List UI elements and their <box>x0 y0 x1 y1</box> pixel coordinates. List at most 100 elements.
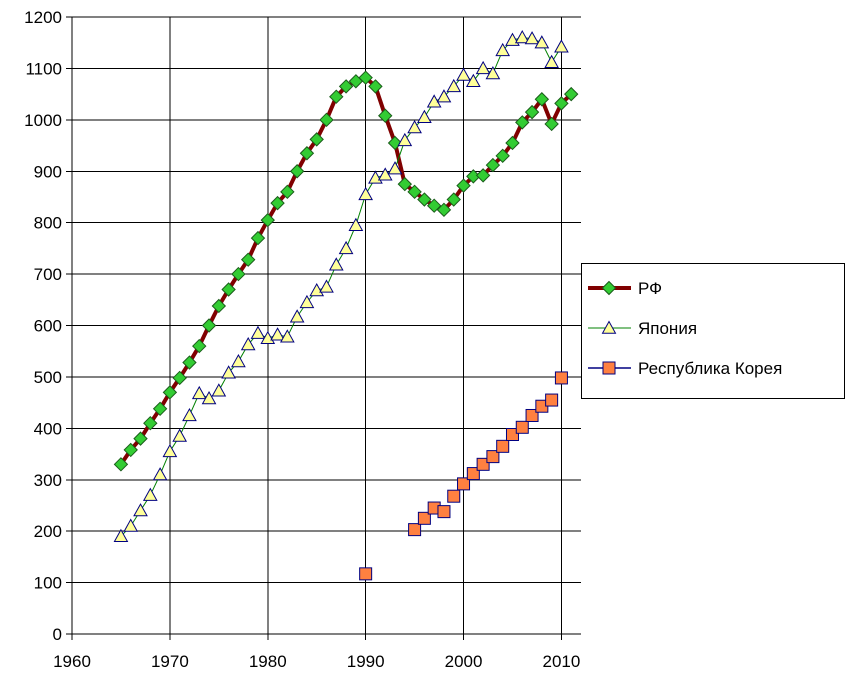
data-point <box>407 184 422 200</box>
series-layer <box>113 30 579 581</box>
data-point <box>152 467 168 481</box>
legend-swatch-marker <box>601 320 617 334</box>
y-tick-label: 0 <box>53 625 62 644</box>
data-point <box>319 112 334 128</box>
data-point <box>319 279 334 293</box>
data-point <box>387 161 403 175</box>
x-tick-label: 2010 <box>543 652 581 671</box>
data-point <box>436 202 452 218</box>
data-point <box>133 503 148 517</box>
data-point <box>534 35 550 49</box>
data-point <box>544 54 559 68</box>
data-point <box>534 92 550 107</box>
data-point <box>378 108 393 123</box>
data-point <box>514 30 530 44</box>
data-point <box>515 420 529 434</box>
data-point <box>123 442 138 458</box>
y-tick-label: 200 <box>34 522 62 541</box>
legend-box <box>581 263 845 399</box>
data-point <box>524 104 540 120</box>
data-point <box>113 457 129 472</box>
data-point <box>162 385 178 400</box>
data-point <box>368 79 383 94</box>
x-tick-label: 1970 <box>151 652 189 671</box>
data-point <box>437 505 451 519</box>
y-tick-label: 800 <box>34 214 62 233</box>
data-point <box>299 294 315 309</box>
data-point <box>221 282 236 297</box>
data-point <box>554 39 569 53</box>
data-point <box>408 523 422 537</box>
data-point <box>397 132 413 147</box>
data-point <box>309 283 325 297</box>
data-point <box>260 212 275 228</box>
series-1 <box>113 70 579 472</box>
data-point <box>495 42 511 57</box>
data-point <box>182 407 197 422</box>
data-point <box>495 148 510 164</box>
data-point <box>280 184 295 200</box>
data-point <box>457 477 471 491</box>
data-point <box>466 467 480 481</box>
data-point <box>505 428 519 442</box>
data-point <box>515 115 530 130</box>
y-tick-label: 1000 <box>24 111 62 130</box>
y-tick-label: 600 <box>34 317 62 336</box>
data-point <box>505 135 520 151</box>
data-point <box>485 66 501 80</box>
data-point <box>123 518 139 532</box>
y-tick-label: 1100 <box>25 59 62 78</box>
series-3 <box>359 371 568 581</box>
legend-swatch-marker <box>602 361 616 375</box>
data-point <box>407 120 422 134</box>
data-point <box>172 370 187 386</box>
y-tick-label: 400 <box>34 419 62 438</box>
legend-label: Япония <box>638 319 697 338</box>
data-point <box>446 192 461 207</box>
data-point <box>191 385 207 400</box>
x-tick-label: 1960 <box>53 652 91 671</box>
data-point <box>564 86 579 102</box>
grid-lines <box>72 16 581 634</box>
data-point <box>328 257 344 271</box>
data-point <box>456 67 471 81</box>
data-point <box>348 217 364 231</box>
legend-label: РФ <box>638 279 662 298</box>
data-point <box>240 336 256 351</box>
series-line <box>119 75 573 466</box>
data-point <box>338 240 354 255</box>
data-point <box>476 457 490 471</box>
data-point <box>417 511 431 525</box>
data-point <box>465 73 481 87</box>
axes: 0 100 200 300 400 500 600 700 800 900 1000 1100 1200… <box>24 8 581 671</box>
data-point <box>525 408 539 422</box>
x-tick-label: 1990 <box>347 652 385 671</box>
data-point <box>231 353 246 368</box>
data-point <box>133 431 148 446</box>
data-point <box>113 528 129 543</box>
data-point <box>475 168 491 183</box>
data-point <box>201 318 217 333</box>
x-tick-label: 2000 <box>445 652 483 671</box>
series-2 <box>113 30 569 543</box>
legend-swatch-marker <box>601 280 617 296</box>
data-point <box>554 371 568 385</box>
legend-label: Республика Корея <box>638 359 782 378</box>
data-point <box>359 567 373 581</box>
data-point <box>231 266 246 282</box>
legend: РФ Япония Республика Корея <box>581 263 845 399</box>
data-point <box>172 428 188 442</box>
y-tick-label: 700 <box>34 265 62 284</box>
data-point <box>554 96 569 111</box>
data-point <box>358 186 374 201</box>
data-point <box>152 401 168 417</box>
data-point <box>436 89 452 103</box>
data-point <box>143 415 158 431</box>
data-point <box>486 450 500 464</box>
data-point <box>211 298 227 314</box>
data-point <box>250 325 266 339</box>
data-point <box>544 116 559 132</box>
data-point <box>446 78 462 93</box>
